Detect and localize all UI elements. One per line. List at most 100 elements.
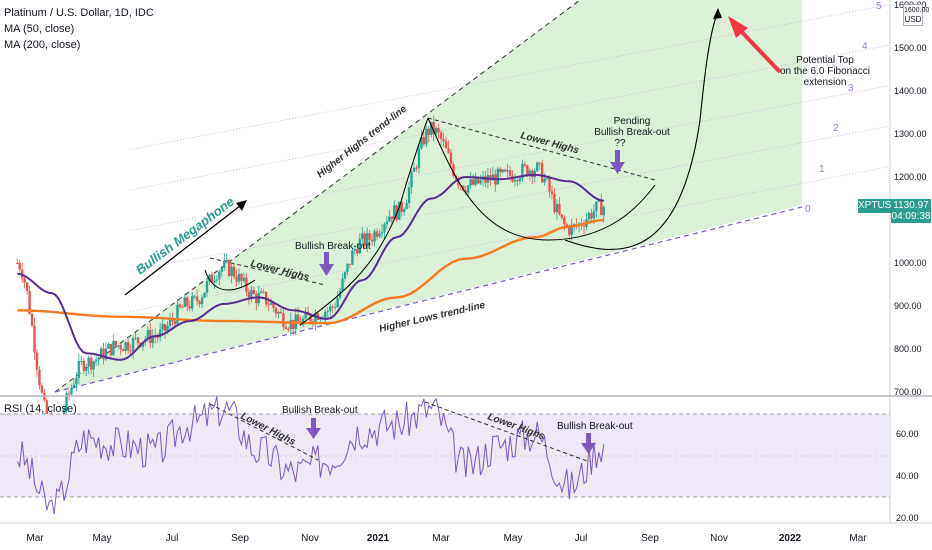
candle-body: [361, 233, 364, 239]
candle-body: [292, 319, 295, 329]
ma200-line: [17, 218, 604, 325]
candle-body: [324, 311, 327, 318]
higher-highs-trendline: [54, 0, 581, 393]
candle-body: [457, 179, 460, 186]
candle-body: [380, 231, 384, 234]
candle-body: [388, 216, 391, 222]
candle-body: [447, 148, 450, 153]
candle-body: [176, 304, 179, 325]
candle-body: [134, 337, 137, 339]
candle-body: [227, 260, 231, 276]
candle-body: [112, 340, 115, 356]
currency-selector[interactable]: 1600.00 USD: [903, 4, 929, 26]
candle-body: [218, 271, 221, 280]
rsi-tick: 40.00: [896, 471, 919, 481]
candle-body: [237, 274, 241, 282]
candle-body: [35, 352, 39, 370]
chart-legend: Platinum / U.S. Dollar, 1D, IDC MA (50, …: [4, 6, 154, 52]
candle-body: [568, 226, 571, 235]
candle-body: [146, 330, 150, 339]
candle-body: [373, 231, 376, 242]
candle-body: [449, 152, 453, 165]
candle-body: [195, 296, 199, 302]
price-tick: 1000.00: [894, 258, 927, 268]
fib-label-5: 5: [876, 1, 882, 12]
candle-body: [427, 128, 430, 136]
candle-body: [353, 249, 357, 251]
projection-arrowhead: [713, 8, 722, 19]
candle-body: [398, 201, 401, 220]
time-tick: Sep: [641, 533, 659, 544]
candle-body: [235, 276, 238, 282]
candle-body: [102, 348, 105, 360]
candle-body: [242, 277, 246, 281]
candle-body: [277, 311, 280, 314]
candle-body: [506, 170, 509, 172]
candle-body: [252, 289, 256, 295]
swing-curve-2: [299, 117, 429, 326]
candle-body: [67, 393, 71, 395]
candle-body: [326, 310, 329, 312]
candle-body: [186, 297, 189, 307]
rsi-lower-highs-trendline-1: [209, 403, 319, 461]
candle-body: [178, 304, 182, 307]
candle-body: [85, 366, 88, 371]
time-axis: Mar May Jul Sep Nov 2021 Mar May Jul Sep Nov 2022 Ma…: [26, 533, 867, 544]
candle-body: [375, 231, 379, 237]
candle-body: [82, 360, 85, 371]
time-tick: 2022: [779, 533, 802, 544]
time-tick: Mar: [432, 533, 450, 544]
target-arrow: [728, 16, 782, 74]
candle-body: [80, 360, 83, 362]
symbol-title[interactable]: Platinum / U.S. Dollar, 1D, IDC: [4, 7, 154, 19]
candle-body: [484, 176, 487, 183]
ma200-legend[interactable]: MA (200, close): [4, 39, 81, 51]
candle-body: [260, 291, 263, 294]
time-tick: Nov: [301, 533, 319, 544]
candle-body: [200, 297, 204, 305]
candle-body: [405, 203, 408, 210]
candle-body: [582, 225, 586, 227]
candle-body: [602, 207, 605, 216]
candle-body: [587, 213, 591, 220]
candle-body: [538, 162, 541, 164]
fib-label-2: 2: [833, 123, 839, 134]
time-tick: Jul: [166, 533, 179, 544]
candle-body: [163, 324, 167, 332]
candle-body: [378, 233, 381, 237]
candle-body: [341, 278, 344, 291]
candle-body: [109, 343, 113, 356]
candle-body: [33, 325, 36, 353]
candle-body: [136, 337, 140, 343]
candle-body: [503, 169, 507, 172]
rsi-breakout-label-1: Bullish Break-out: [282, 405, 358, 416]
candle-body: [516, 179, 519, 182]
candle-body: [348, 263, 352, 265]
lower-highs-trendline-1: [209, 257, 326, 286]
candle-body: [336, 298, 339, 308]
candle-body: [590, 213, 593, 219]
candle-body: [430, 121, 433, 136]
candle-body: [166, 326, 169, 332]
price-tick: 1400.00: [894, 86, 927, 96]
fib-label-0: 0: [805, 204, 811, 215]
candle-body: [476, 176, 480, 184]
last-price-value: 1130.97: [893, 200, 929, 211]
candle-body: [282, 313, 285, 327]
candle-body: [284, 326, 288, 329]
candle-body: [65, 393, 68, 410]
candle-body: [595, 201, 598, 212]
candle-body: [563, 217, 566, 225]
swing-curve-1: [204, 269, 256, 291]
candle-body: [410, 171, 413, 188]
candle-body: [25, 282, 29, 292]
potential-top-label-3: extension: [804, 77, 847, 88]
candle-body: [107, 343, 110, 349]
candle-body: [296, 314, 300, 322]
ma50-legend[interactable]: MA (50, close): [4, 23, 75, 35]
candle-body: [70, 387, 73, 395]
candle-body: [526, 165, 529, 176]
candle-body: [62, 409, 66, 416]
rsi-legend[interactable]: RSI (14, close): [4, 403, 77, 415]
candle-body: [122, 349, 125, 351]
